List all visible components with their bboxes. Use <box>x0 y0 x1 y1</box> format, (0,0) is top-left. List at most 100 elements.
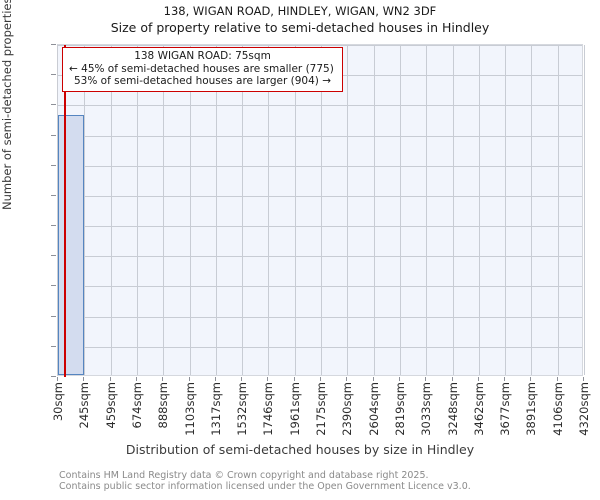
x-axis-tick-mark <box>241 377 243 381</box>
vertical-gridline <box>110 45 112 375</box>
x-axis-tick-mark <box>135 377 137 381</box>
x-axis-tick-mark <box>425 377 427 381</box>
x-axis-tick-mark <box>530 377 532 381</box>
horizontal-gridline <box>58 316 582 318</box>
x-axis-tick-label: 3033sqm <box>419 382 434 436</box>
vertical-gridline <box>557 45 559 375</box>
x-axis-tick-label: 1317sqm <box>208 382 223 436</box>
vertical-gridline <box>426 45 428 375</box>
footer-attribution: Contains HM Land Registry data © Crown c… <box>59 470 599 492</box>
x-axis-tick-label: 2819sqm <box>392 382 407 436</box>
x-axis-tick-label: 459sqm <box>103 382 118 429</box>
x-axis-tick-label: 4320sqm <box>577 382 591 436</box>
chart-subtitle: Size of property relative to semi-detach… <box>110 20 490 35</box>
vertical-gridline <box>584 45 585 375</box>
y-axis-title: Number of semi-detached properties <box>0 0 14 210</box>
x-axis-tick-mark <box>556 377 558 381</box>
x-axis-tick-label: 4106sqm <box>550 382 565 436</box>
y-axis-tick-mark <box>51 376 56 377</box>
plot-area <box>57 44 585 377</box>
x-axis-tick-label: 245sqm <box>77 382 92 429</box>
y-axis-tick-mark <box>51 134 56 136</box>
x-axis-tick-mark <box>372 377 374 381</box>
footer-line-1: Contains HM Land Registry data © Crown c… <box>59 470 429 481</box>
vertical-gridline <box>478 45 480 375</box>
vertical-gridline <box>294 45 296 375</box>
x-axis-tick-mark <box>504 377 506 381</box>
x-axis-tick-label: 674sqm <box>129 382 144 429</box>
horizontal-gridline <box>58 226 582 228</box>
y-axis-tick-mark <box>51 104 56 106</box>
x-axis-tick-mark <box>583 377 584 381</box>
x-axis-tick-label: 2390sqm <box>340 382 355 436</box>
vertical-gridline <box>136 45 138 375</box>
chart-title-block: 138, WIGAN ROAD, HINDLEY, WIGAN, WN2 3DF… <box>0 4 600 36</box>
vertical-gridline <box>84 45 86 375</box>
vertical-gridline <box>189 45 191 375</box>
x-axis-tick-mark <box>214 377 216 381</box>
footer-line-2: Contains public sector information licen… <box>59 481 471 492</box>
horizontal-gridline <box>58 195 582 197</box>
vertical-gridline <box>215 45 217 375</box>
x-axis-tick-label: 1961sqm <box>287 382 302 436</box>
x-axis-tick-label: 2175sqm <box>314 382 328 436</box>
horizontal-gridline <box>58 105 582 107</box>
annotation-property-label: 138 WIGAN ROAD: 75sqm <box>134 50 271 62</box>
vertical-gridline <box>347 45 349 375</box>
horizontal-gridline <box>58 165 582 167</box>
x-axis-tick-mark <box>398 377 400 381</box>
horizontal-gridline <box>58 256 582 258</box>
x-axis-tick-mark <box>451 377 453 381</box>
y-axis-tick-mark <box>51 164 56 166</box>
y-axis-tick-mark <box>51 255 56 257</box>
vertical-gridline <box>505 45 507 375</box>
vertical-gridline <box>373 45 375 375</box>
y-axis-tick-mark <box>51 285 56 287</box>
vertical-gridline <box>242 45 244 375</box>
x-axis-tick-mark <box>109 377 111 381</box>
horizontal-gridline <box>58 286 582 288</box>
x-axis-tick-label: 1532sqm <box>235 382 250 436</box>
x-axis-tick-label: 2604sqm <box>366 382 381 436</box>
x-axis-tick-label: 888sqm <box>156 382 171 429</box>
x-axis-tick-mark <box>83 377 85 381</box>
x-axis-tick-label: 3677sqm <box>498 382 513 436</box>
x-axis-tick-mark <box>267 377 269 381</box>
bar-series-layer <box>58 45 582 375</box>
vertical-gridline <box>268 45 270 375</box>
x-axis-tick-label: 3891sqm <box>524 382 539 436</box>
y-axis-tick-mark <box>51 44 56 45</box>
property-annotation-box: 138 WIGAN ROAD: 75sqm ← 45% of semi-deta… <box>62 47 343 92</box>
x-axis-tick-label: 1103sqm <box>182 382 197 436</box>
y-axis-tick-mark <box>51 345 56 347</box>
vertical-gridline <box>531 45 533 375</box>
x-axis-tick-mark <box>477 377 479 381</box>
horizontal-gridline <box>58 135 582 137</box>
bar <box>58 115 85 375</box>
x-axis-tick-label: 30sqm <box>51 382 65 422</box>
annotation-larger-text: 53% of semi-detached houses are larger (… <box>74 75 331 87</box>
y-axis-tick-mark <box>51 225 56 227</box>
property-marker-line <box>63 45 66 377</box>
x-axis-tick-label: 3248sqm <box>445 382 460 436</box>
y-axis-tick-mark <box>51 194 56 196</box>
y-axis-tick-mark <box>51 315 56 317</box>
y-axis-tick-mark <box>51 74 56 76</box>
x-axis-tick-mark <box>162 377 164 381</box>
x-axis-tick-mark <box>346 377 348 381</box>
vertical-gridline <box>452 45 454 375</box>
x-axis-tick-label: 1746sqm <box>261 382 276 436</box>
horizontal-gridline <box>58 346 582 348</box>
x-axis-title: Distribution of semi-detached houses by … <box>125 442 475 457</box>
x-axis-tick-label: 3462sqm <box>471 382 486 436</box>
x-axis-tick-mark <box>320 377 321 381</box>
annotation-smaller-text: ← 45% of semi-detached houses are smalle… <box>69 62 334 75</box>
vertical-gridline <box>399 45 401 375</box>
x-axis-tick-mark <box>293 377 295 381</box>
chart-title: 138, WIGAN ROAD, HINDLEY, WIGAN, WN2 3DF <box>163 4 437 18</box>
x-axis-tick-mark <box>188 377 190 381</box>
vertical-gridline <box>163 45 165 375</box>
vertical-gridline <box>321 45 322 375</box>
x-axis-tick-mark <box>57 377 58 381</box>
horizontal-gridline <box>58 45 582 46</box>
